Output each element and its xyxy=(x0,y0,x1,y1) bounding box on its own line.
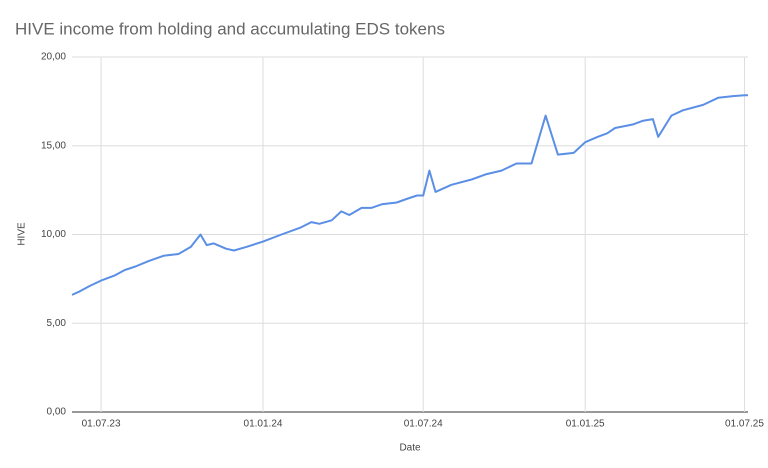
x-tick-label: 01.07.23 xyxy=(82,419,121,430)
y-tick-label: 20,00 xyxy=(41,52,66,63)
x-tick-label: 01.01.25 xyxy=(566,419,605,430)
y-tick-label: 0,00 xyxy=(47,407,67,418)
y-axis-label: HIVE xyxy=(17,222,28,246)
x-tick-label: 01.07.24 xyxy=(404,419,443,430)
chart-title: HIVE income from holding and accumulatin… xyxy=(15,19,445,38)
y-tick-label: 5,00 xyxy=(47,318,67,329)
x-axis-label: Date xyxy=(399,443,421,454)
y-tick-label: 15,00 xyxy=(41,140,66,151)
x-tick-label: 01.07.25 xyxy=(725,419,764,430)
x-tick-label: 01.01.24 xyxy=(244,419,283,430)
y-tick-label: 10,00 xyxy=(41,229,66,240)
data-line xyxy=(71,94,748,296)
